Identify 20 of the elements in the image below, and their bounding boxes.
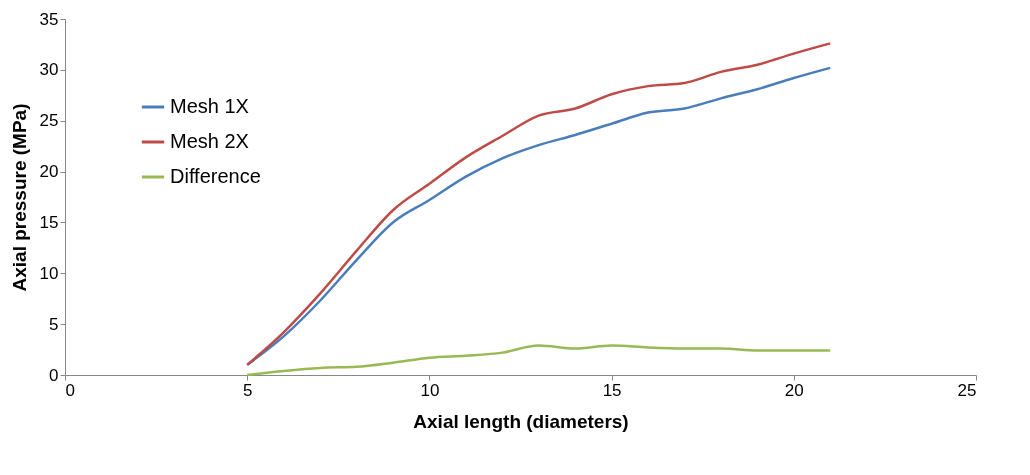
y-axis-title: Axial pressure (MPa) (8, 103, 30, 292)
y-tick-label: 10 (39, 263, 59, 283)
legend-label: Difference (170, 165, 261, 187)
x-axis-title: Axial length (diameters) (413, 410, 629, 432)
line-series (245, 344, 832, 377)
x-tick-label: 5 (242, 380, 253, 400)
legend-label: Mesh 2X (170, 130, 249, 152)
y-tick-label: 15 (39, 212, 59, 232)
y-tick-label: 35 (39, 9, 59, 29)
y-tick-label: 0 (49, 365, 59, 385)
y-tick-label: 20 (39, 162, 59, 182)
x-tick-label: 0 (65, 380, 75, 400)
y-tick-label: 5 (49, 314, 59, 334)
y-tick-label: 30 (39, 60, 59, 80)
x-tick-label: 15 (602, 380, 622, 400)
legend-label: Mesh 1X (170, 95, 249, 117)
x-tick-label: 10 (420, 380, 440, 400)
x-tick-label: 20 (784, 380, 804, 400)
y-tick-label: 25 (39, 111, 59, 131)
x-tick-label: 25 (957, 380, 977, 400)
